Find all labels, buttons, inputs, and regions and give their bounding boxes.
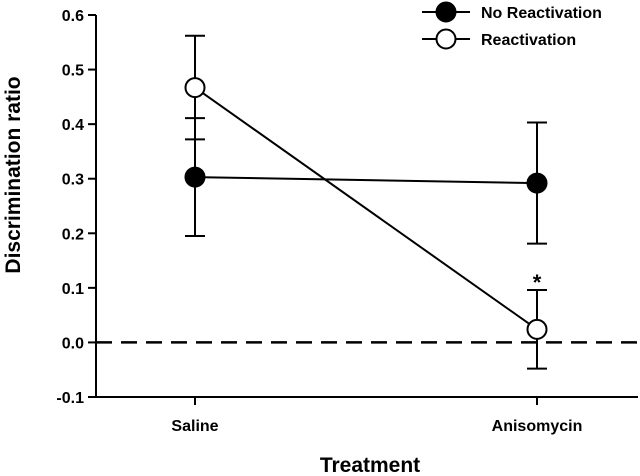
y-axis-label: Discrimination ratio xyxy=(2,76,25,273)
marker-no-reactivation xyxy=(526,172,548,194)
plot-area: * xyxy=(96,34,638,370)
y-tick-label: 0.3 xyxy=(62,172,84,189)
y-tick-label: 0.2 xyxy=(62,226,84,243)
x-tick-label: Anisomycin xyxy=(492,418,583,435)
series-line-no-reactivation xyxy=(194,176,538,185)
y-tick-label: 0.0 xyxy=(62,335,84,352)
legend-label: Reactivation xyxy=(481,32,576,49)
y-tick-label: -0.1 xyxy=(56,390,84,407)
y-tick-label: 0.5 xyxy=(62,63,84,80)
legend-marker xyxy=(435,1,457,23)
marker-no-reactivation xyxy=(184,166,206,188)
y-tick-label: 0.6 xyxy=(62,8,84,25)
axes: -0.1 0.0 0.1 0.2 0.3 0.4 0.5 0.6 Saline Anisomyci… xyxy=(56,8,638,435)
significance-annotation: * xyxy=(533,270,542,295)
series-line-reactivation xyxy=(194,86,538,331)
marker-reactivation xyxy=(184,77,206,99)
x-tick-label: Saline xyxy=(171,418,218,435)
y-tick-label: 0.4 xyxy=(62,117,84,134)
legend-marker xyxy=(435,28,457,50)
x-axis-label: Treatment xyxy=(320,454,420,476)
legend-label: No Reactivation xyxy=(481,5,602,22)
marker-reactivation xyxy=(526,318,548,340)
legend: No Reactivation Reactivation xyxy=(422,1,602,50)
y-tick-label: 0.1 xyxy=(62,281,84,298)
